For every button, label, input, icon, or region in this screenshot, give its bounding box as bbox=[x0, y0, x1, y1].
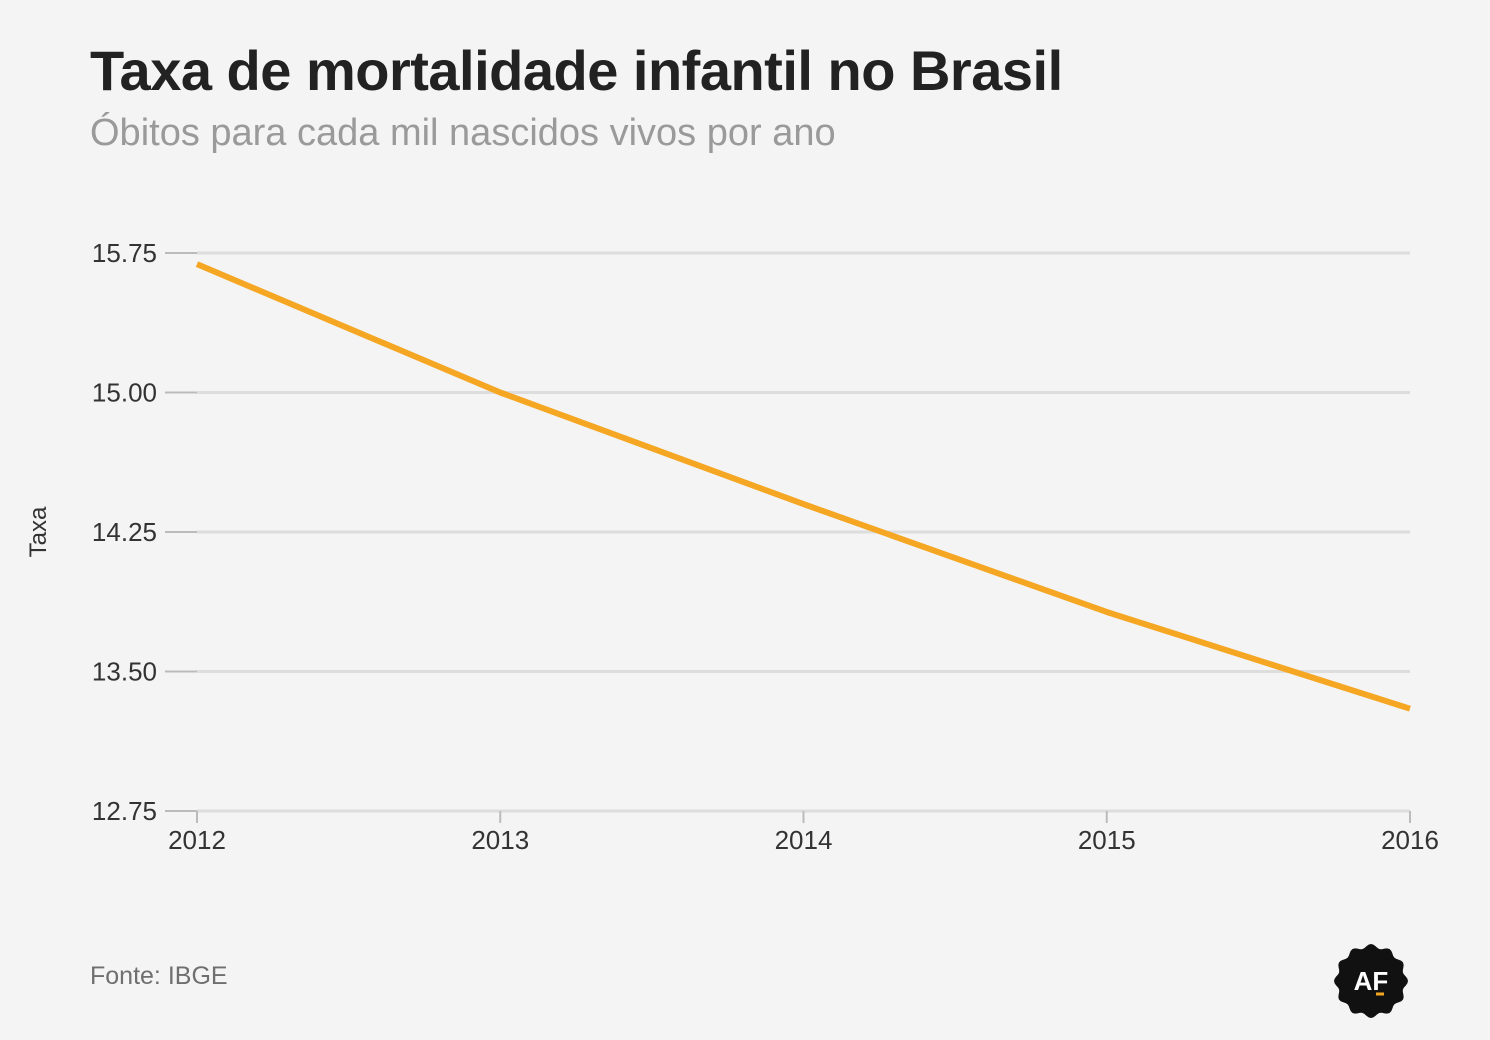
x-tick-label: 2016 bbox=[1381, 825, 1439, 855]
y-tick-label: 15.00 bbox=[92, 378, 157, 408]
y-tick-label: 13.50 bbox=[92, 657, 157, 687]
x-axis-ticks: 2012 2013 2014 2015 2016 bbox=[168, 811, 1439, 855]
chart-subtitle: Óbitos para cada mil nascidos vivos por … bbox=[90, 112, 836, 154]
series-line bbox=[195, 261, 1411, 712]
x-tick-label: 2013 bbox=[471, 825, 529, 855]
logo-badge-shape bbox=[1334, 944, 1408, 1018]
source-note: Fonte: IBGE bbox=[90, 962, 228, 990]
logo-text: AF bbox=[1354, 966, 1389, 996]
x-tick-label: 2014 bbox=[775, 825, 833, 855]
y-axis-ticks: 15.75 15.00 14.25 13.50 12.75 bbox=[92, 238, 197, 826]
series-layer bbox=[195, 261, 1411, 712]
x-tick-label: 2012 bbox=[168, 825, 226, 855]
y-tick-label: 15.75 bbox=[92, 238, 157, 268]
y-tick-label: 12.75 bbox=[92, 796, 157, 826]
y-tick-label: 14.25 bbox=[92, 517, 157, 547]
grid-lines bbox=[197, 251, 1410, 813]
chart-title: Taxa de mortalidade infantil no Brasil bbox=[90, 39, 1063, 102]
y-axis-title: Taxa bbox=[25, 506, 52, 557]
af-badge-icon: AF bbox=[1334, 944, 1408, 1018]
x-tick-label: 2015 bbox=[1078, 825, 1136, 855]
